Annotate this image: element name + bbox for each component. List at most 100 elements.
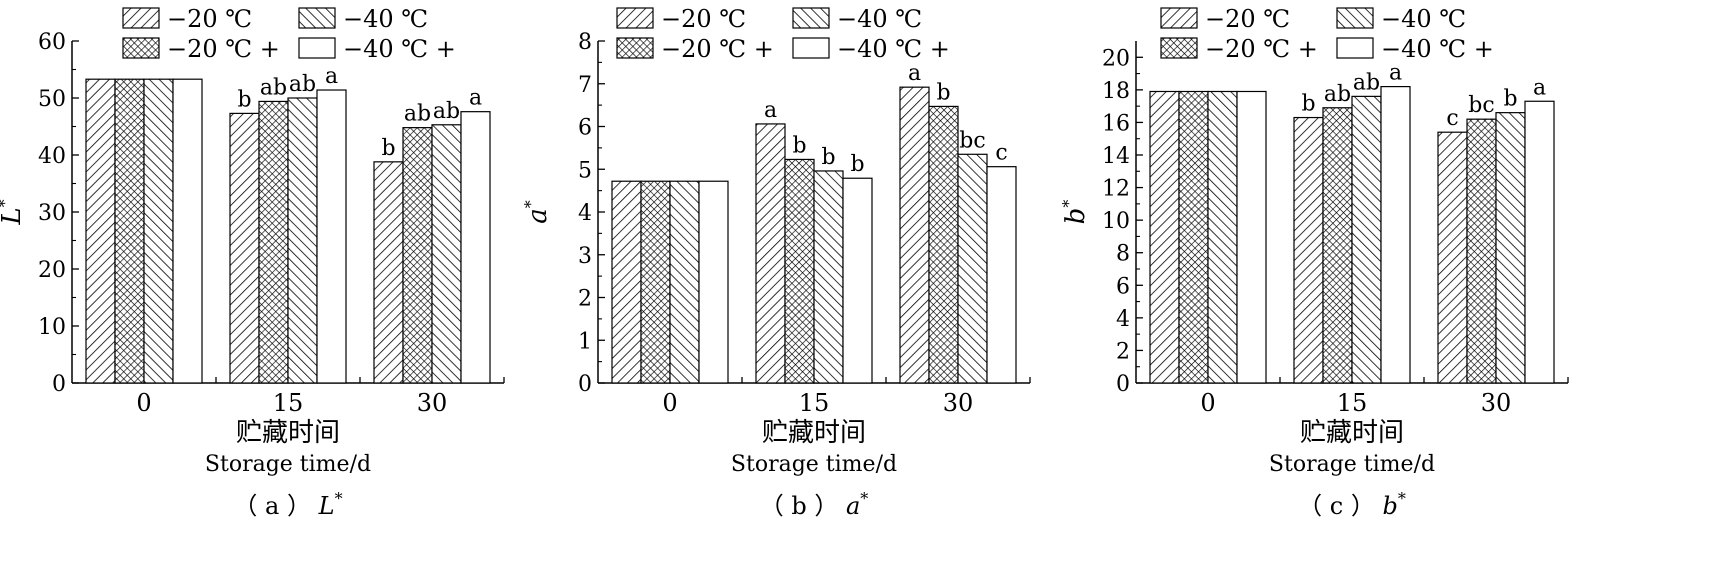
x-tick-label: 30 bbox=[417, 389, 448, 417]
x-tick-label: 30 bbox=[1481, 389, 1512, 417]
significance-label: c bbox=[1446, 106, 1458, 131]
x-tick-label: 15 bbox=[273, 389, 304, 417]
y-tick-label: 2 bbox=[1116, 339, 1130, 364]
significance-label: b bbox=[821, 145, 835, 170]
legend-label: −20 ℃ bbox=[661, 5, 746, 33]
bar bbox=[669, 180, 700, 384]
significance-label: a bbox=[908, 61, 921, 86]
panel-caption: （ a ） L* bbox=[233, 489, 342, 520]
significance-label: ab bbox=[260, 75, 287, 100]
y-tick-label: 16 bbox=[1102, 111, 1130, 136]
legend-swatch bbox=[122, 37, 160, 59]
y-tick-label: 12 bbox=[1102, 177, 1130, 202]
significance-label: a bbox=[1389, 61, 1402, 86]
x-axis-label-en: Storage time/d bbox=[731, 452, 897, 477]
y-axis-label-var: b bbox=[1061, 208, 1091, 225]
bar bbox=[172, 78, 203, 384]
bar bbox=[1322, 107, 1353, 384]
legend-swatch bbox=[1160, 37, 1198, 59]
legend-label: −40 ℃ bbox=[837, 5, 922, 33]
bar bbox=[928, 105, 959, 384]
y-tick-label: 20 bbox=[38, 258, 66, 283]
legend-label: −40 ℃ + bbox=[343, 35, 456, 63]
bar bbox=[229, 112, 260, 384]
legend-swatch bbox=[122, 7, 160, 29]
x-axis-label: 贮藏时间 bbox=[1300, 418, 1404, 448]
y-tick-label: 3 bbox=[578, 244, 592, 269]
y-tick-label: 8 bbox=[578, 30, 592, 55]
y-axis-label-var: L bbox=[0, 207, 27, 225]
significance-label: ab bbox=[404, 102, 431, 127]
bar bbox=[460, 111, 491, 384]
y-tick-label: 6 bbox=[578, 116, 592, 141]
legend-label: −40 ℃ bbox=[1381, 5, 1466, 33]
y-tick-label: 20 bbox=[1102, 46, 1130, 71]
bar bbox=[1437, 131, 1468, 384]
y-tick-label: 5 bbox=[578, 158, 592, 183]
legend-swatch bbox=[1336, 37, 1374, 59]
x-tick-label: 30 bbox=[943, 389, 974, 417]
legend-label: −40 ℃ bbox=[343, 5, 428, 33]
legend-swatch bbox=[616, 37, 654, 59]
bar bbox=[986, 166, 1017, 384]
bar bbox=[143, 78, 174, 384]
bar bbox=[899, 86, 930, 384]
y-axis-label: a* bbox=[521, 200, 553, 224]
legend-swatch bbox=[792, 7, 830, 29]
y-axis-label-var: a bbox=[523, 208, 553, 224]
bar bbox=[1236, 90, 1267, 384]
bar bbox=[842, 177, 873, 384]
bar bbox=[611, 180, 642, 384]
bar bbox=[1293, 116, 1324, 384]
bar bbox=[813, 170, 844, 384]
legend-label: −20 ℃ + bbox=[1205, 35, 1318, 63]
x-tick-label: 0 bbox=[1200, 389, 1215, 417]
y-axis-label-sup: * bbox=[1059, 200, 1078, 208]
x-tick-label: 15 bbox=[799, 389, 830, 417]
significance-label: ab bbox=[1353, 70, 1380, 95]
bar bbox=[1495, 112, 1526, 384]
y-tick-label: 10 bbox=[38, 315, 66, 340]
y-axis-label: b* bbox=[1059, 200, 1091, 225]
significance-label: bc bbox=[1468, 93, 1494, 118]
bar bbox=[698, 180, 729, 384]
significance-label: c bbox=[995, 141, 1007, 166]
y-tick-label: 0 bbox=[1116, 372, 1130, 397]
y-tick-label: 4 bbox=[578, 201, 592, 226]
y-tick-label: 6 bbox=[1116, 274, 1130, 299]
significance-label: b bbox=[792, 133, 806, 158]
legend-label: −20 ℃ bbox=[167, 5, 252, 33]
bar bbox=[316, 89, 347, 384]
y-tick-label: 18 bbox=[1102, 79, 1130, 104]
legend-label: −20 ℃ bbox=[1205, 5, 1290, 33]
bar bbox=[784, 158, 815, 384]
significance-label: b bbox=[237, 87, 251, 112]
x-tick-label: 0 bbox=[136, 389, 151, 417]
y-axis-label: L* bbox=[0, 199, 27, 225]
bar bbox=[402, 127, 433, 384]
y-tick-label: 30 bbox=[38, 201, 66, 226]
caption-sup: * bbox=[1398, 489, 1406, 508]
bar bbox=[287, 97, 318, 384]
legend-label: −40 ℃ + bbox=[837, 35, 950, 63]
y-axis-label-sup: * bbox=[521, 200, 540, 208]
x-axis-label: 贮藏时间 bbox=[762, 418, 866, 448]
y-tick-label: 8 bbox=[1116, 242, 1130, 267]
significance-label: b bbox=[1301, 92, 1315, 117]
significance-label: ab bbox=[289, 72, 316, 97]
legend-swatch bbox=[298, 37, 336, 59]
bar bbox=[114, 78, 145, 384]
caption-sup: * bbox=[335, 489, 343, 508]
y-tick-label: 50 bbox=[38, 87, 66, 112]
bar bbox=[431, 124, 462, 384]
significance-label: ab bbox=[433, 99, 460, 124]
bar bbox=[1351, 95, 1382, 384]
caption-sup: * bbox=[860, 489, 868, 508]
bar bbox=[1207, 90, 1238, 384]
panel-caption: （ b ） a* bbox=[760, 489, 869, 520]
significance-label: b bbox=[850, 152, 864, 177]
legend-swatch bbox=[1160, 7, 1198, 29]
